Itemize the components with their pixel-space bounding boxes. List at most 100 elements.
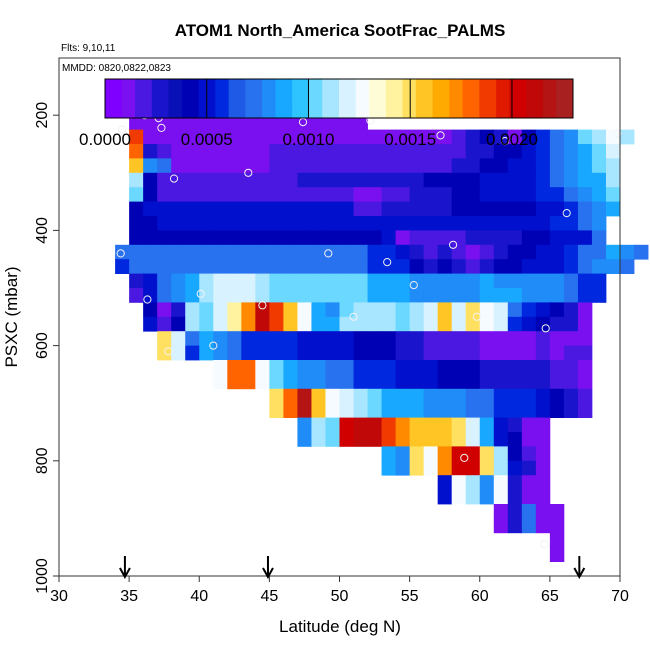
heatmap-cell	[521, 489, 537, 505]
colorbar-segment	[282, 79, 286, 118]
heatmap-cell	[465, 129, 481, 145]
chart-title: ATOM1 North_America SootFrac_PALMS	[175, 21, 506, 40]
colorbar-segment	[409, 79, 413, 118]
heatmap-cell	[143, 144, 158, 159]
heatmap-cell	[199, 158, 214, 174]
heatmap-cell	[171, 273, 186, 289]
heatmap-cell	[395, 230, 411, 246]
heatmap-cell	[185, 129, 200, 145]
heatmap-cell	[325, 403, 340, 418]
heatmap-cell	[535, 288, 551, 303]
heatmap-cell	[563, 403, 579, 418]
heatmap-cell	[297, 144, 312, 159]
heatmap-cell	[185, 331, 200, 346]
heatmap-cell	[479, 144, 495, 159]
heatmap-cell	[423, 230, 439, 246]
colorbar-segment	[115, 79, 119, 118]
heatmap-cell	[129, 259, 144, 274]
heatmap-cell	[521, 187, 537, 202]
heatmap-cell	[493, 374, 509, 390]
heatmap-cell	[157, 259, 172, 274]
heatmap-cell	[479, 331, 495, 346]
colorbar-segment	[171, 79, 176, 118]
heatmap-cell	[577, 388, 593, 404]
heatmap-cell	[157, 244, 172, 260]
heatmap-cell	[395, 259, 411, 274]
heatmap-cell	[493, 460, 509, 476]
heatmap-cell	[409, 230, 425, 246]
heatmap-cell	[591, 158, 607, 174]
heatmap-cell	[465, 273, 481, 289]
heatmap-cell	[255, 360, 270, 375]
sample-point	[118, 125, 127, 134]
colorbar-segment	[305, 79, 310, 118]
heatmap-cell	[549, 316, 565, 332]
colorbar-segment	[532, 79, 537, 118]
colorbar-tick-label: 0.0015	[384, 130, 436, 149]
heatmap-cell	[409, 446, 425, 462]
heatmap-cell	[381, 216, 396, 231]
heatmap-cell	[507, 302, 523, 318]
heatmap-cell	[269, 288, 284, 303]
sample-point	[449, 240, 458, 249]
heatmap-cell	[493, 302, 509, 318]
heatmap-cell	[311, 302, 326, 318]
heatmap-cell	[381, 331, 396, 346]
heatmap-cell	[311, 144, 326, 159]
heatmap-cell	[143, 273, 158, 289]
y-axis: 200 400 600 800 1000	[34, 102, 59, 594]
heatmap-cell	[395, 201, 411, 217]
heatmap-cell	[199, 216, 214, 231]
heatmap-cell	[535, 144, 551, 159]
heatmap-cell	[591, 129, 607, 145]
heatmap-cell	[241, 316, 256, 332]
heatmap-cell	[493, 518, 509, 534]
heatmap-cell	[185, 187, 200, 202]
heatmap-cell	[535, 489, 551, 505]
colorbar-segment	[445, 79, 450, 118]
heatmap-cell	[311, 259, 326, 274]
heatmap-cell	[577, 172, 593, 188]
heatmap-cell	[507, 230, 523, 246]
heatmap-cell	[339, 115, 354, 130]
heatmap-cell	[199, 144, 214, 159]
heatmap-cell	[129, 216, 144, 231]
heatmap-cell	[423, 446, 439, 462]
heatmap-cell	[409, 460, 425, 476]
heatmap-cell	[535, 259, 551, 274]
heatmap-cell	[311, 360, 326, 375]
heatmap-cell	[549, 158, 565, 174]
heatmap-cell	[269, 388, 284, 404]
heatmap-cell	[213, 115, 228, 130]
colorbar-segment	[245, 79, 250, 118]
heatmap-cell	[255, 316, 270, 332]
heatmap-cell	[381, 187, 396, 202]
heatmap-cell	[157, 316, 172, 332]
heatmap-cell	[535, 129, 551, 145]
sample-point	[436, 131, 445, 140]
heatmap-cell	[577, 144, 593, 159]
heatmap-cell	[465, 417, 481, 433]
heatmap-cell	[171, 115, 186, 130]
heatmap-cell	[381, 230, 396, 246]
heatmap-cell	[451, 288, 467, 303]
heatmap-cell	[227, 302, 242, 318]
heatmap-cell	[549, 388, 565, 404]
sample-point	[196, 289, 205, 298]
heatmap-cell	[269, 115, 284, 130]
heatmap-cell	[227, 115, 242, 130]
colorbar-segment	[218, 79, 223, 118]
heatmap-cell	[157, 345, 172, 361]
heatmap-cell	[409, 172, 425, 188]
colorbar-segment	[399, 79, 403, 118]
heatmap-cell	[311, 201, 326, 217]
heatmap-cell	[521, 172, 537, 188]
heatmap-cell	[143, 302, 158, 318]
colorbar-segment	[308, 79, 313, 118]
heatmap-cell	[409, 129, 425, 145]
heatmap-cell	[325, 158, 340, 174]
colorbar-segment	[355, 79, 360, 118]
heatmap-cell	[381, 432, 396, 447]
heatmap-cell	[269, 230, 284, 246]
heatmap-cell	[311, 388, 326, 404]
